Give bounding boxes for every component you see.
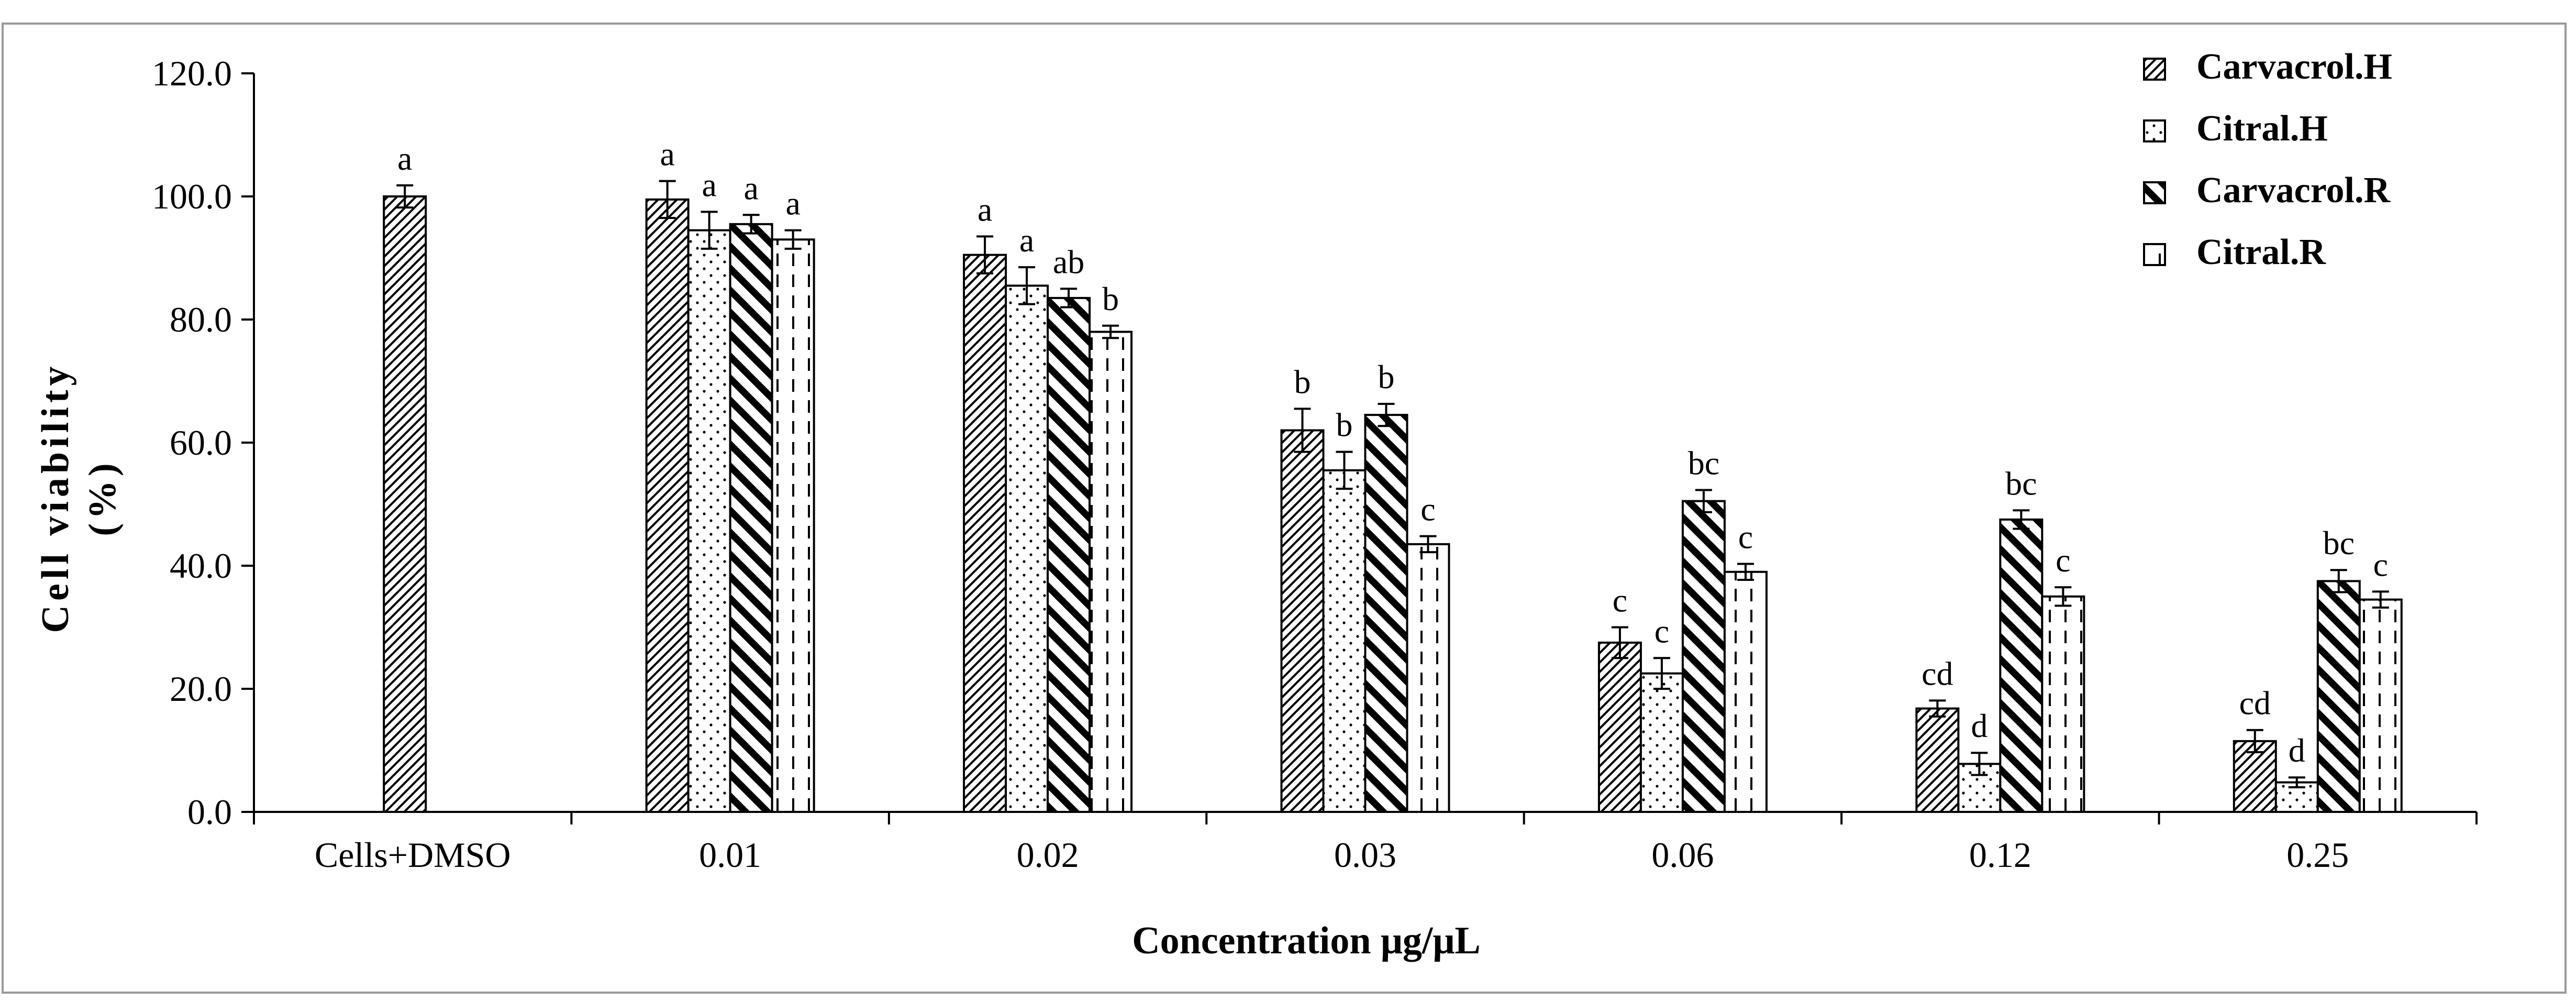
- significance-label: d: [2289, 732, 2305, 769]
- significance-label: a: [743, 169, 758, 206]
- significance-label: a: [785, 185, 800, 222]
- legend-label: Citral.R: [2196, 232, 2326, 272]
- legend-swatch: [2143, 119, 2166, 142]
- significance-label: bc: [2323, 524, 2355, 562]
- significance-label: a: [1019, 222, 1034, 259]
- significance-label: d: [1971, 707, 1987, 744]
- legend-swatch: [2143, 181, 2166, 204]
- legend-label: Carvacrol.H: [2196, 47, 2392, 87]
- significance-label: c: [1613, 582, 1627, 619]
- x-category-label: 0.25: [2286, 835, 2349, 875]
- bar-citral-r: [771, 238, 815, 813]
- significance-label: c: [2373, 546, 2388, 583]
- bar-citral-h: [1005, 284, 1049, 813]
- x-category-label: 0.12: [1969, 835, 2031, 875]
- figure-border: [2, 23, 2567, 994]
- significance-label: b: [1102, 280, 1119, 317]
- y-tick-label: 40.0: [170, 546, 232, 586]
- significance-label: ab: [1053, 243, 1084, 280]
- significance-label: a: [978, 191, 992, 228]
- y-tick-label: 60.0: [170, 423, 232, 463]
- legend: Carvacrol.H Citral.H Carvacrol.R Citral.R: [2143, 47, 2392, 272]
- bar-carvacrol-r: [1681, 500, 1726, 813]
- y-tick-label: 80.0: [170, 300, 232, 339]
- y-tick-label: 100.0: [152, 177, 232, 216]
- bar-citral-h: [1322, 469, 1367, 813]
- bar-citral-r: [2358, 598, 2403, 813]
- significance-label: a: [660, 136, 674, 173]
- x-category-label: Cells+DMSO: [315, 835, 511, 875]
- y-axis-title: Cell viability (%): [34, 362, 124, 633]
- legend-label: Carvacrol.R: [2196, 170, 2391, 211]
- bar-citral-h: [687, 229, 731, 813]
- x-category-label: 0.03: [1334, 835, 1396, 875]
- bar-carvacrol-r: [1364, 414, 1408, 813]
- significance-label: a: [702, 166, 716, 203]
- legend-swatch: [2143, 58, 2166, 81]
- significance-label: b: [1294, 363, 1311, 400]
- significance-label: c: [1420, 491, 1435, 528]
- bar-citral-h: [1639, 672, 1684, 813]
- legend-swatch: [2143, 243, 2166, 266]
- y-tick-label: 120.0: [152, 53, 232, 93]
- significance-label: bc: [1688, 444, 1719, 481]
- bar-carvacrol-h: [1280, 429, 1325, 813]
- bar-citral-r: [2041, 595, 2085, 813]
- y-axis-title-line2: (%): [81, 459, 124, 536]
- significance-label: bc: [2005, 465, 2037, 502]
- significance-label: cd: [1922, 655, 1953, 692]
- bar-carvacrol-r: [729, 223, 773, 813]
- significance-label: c: [2056, 542, 2070, 579]
- y-tick-label: 0.0: [187, 792, 232, 832]
- significance-label: c: [1655, 612, 1669, 650]
- x-category-label: 0.01: [699, 835, 761, 875]
- bar-carvacrol-r: [1999, 518, 2044, 813]
- bar-carvacrol-h: [645, 198, 690, 813]
- bar-control: [383, 195, 427, 813]
- bar-carvacrol-h: [1915, 707, 1960, 813]
- x-axis-title: Concentration μg/μL: [1132, 919, 1481, 962]
- y-axis-title-line1: Cell viability: [34, 362, 77, 633]
- legend-label: Citral.H: [2196, 108, 2328, 149]
- bar-carvacrol-h: [963, 254, 1007, 813]
- significance-label: b: [1336, 406, 1353, 444]
- significance-label: a: [397, 140, 412, 177]
- x-category-label: 0.06: [1651, 835, 1714, 875]
- significance-label: c: [1738, 518, 1753, 555]
- bar-carvacrol-r: [1047, 296, 1091, 813]
- bar-carvacrol-h: [1597, 641, 1642, 813]
- bar-carvacrol-r: [2316, 580, 2361, 813]
- bar-citral-r: [1089, 331, 1133, 813]
- bar-citral-r: [1723, 570, 1768, 813]
- y-tick-label: 20.0: [170, 669, 232, 709]
- significance-label: b: [1378, 358, 1395, 395]
- bar-citral-r: [1406, 543, 1450, 813]
- significance-label: cd: [2239, 685, 2271, 722]
- x-category-label: 0.02: [1017, 835, 1079, 875]
